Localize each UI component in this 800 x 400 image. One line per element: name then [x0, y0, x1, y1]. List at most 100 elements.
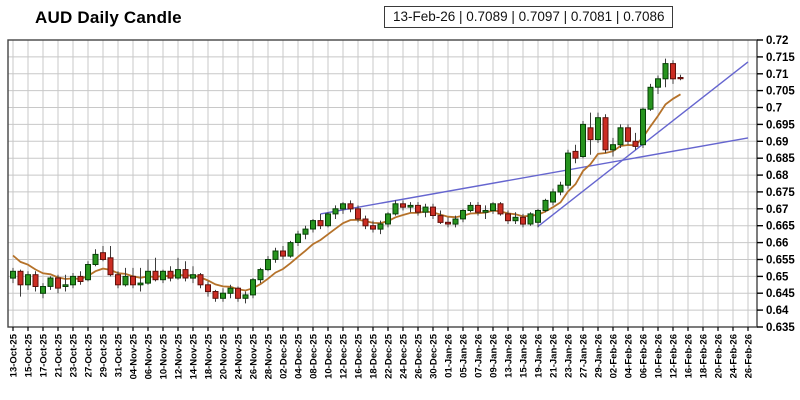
candle[interactable]: 12-Nov-25: [175, 269, 181, 279]
candle[interactable]: 05-Dec-25: [302, 228, 309, 235]
candle[interactable]: 31-Oct-25: [115, 274, 121, 286]
candle[interactable]: 02-Feb-26: [610, 144, 616, 151]
candle[interactable]: 21-Jan-26: [550, 191, 556, 203]
svg-text:30-Dec-25: 30-Dec-25: [429, 333, 440, 379]
candle[interactable]: 07-Nov-25: [152, 270, 159, 281]
svg-text:15-Jan-26: 15-Jan-26: [519, 334, 530, 378]
candle[interactable]: 13-Oct-25: [10, 270, 16, 279]
candle[interactable]: 03-Feb-26: [617, 127, 624, 146]
candle[interactable]: 10-Feb-26: [655, 78, 661, 88]
candle[interactable]: 20-Jan-26: [542, 199, 549, 211]
svg-text:0.675: 0.675: [766, 187, 795, 199]
candle[interactable]: 16-Oct-25: [32, 274, 39, 288]
candle[interactable]: 04-Dec-25: [295, 233, 301, 244]
candle[interactable]: 30-Oct-25: [107, 257, 114, 276]
candle[interactable]: 11-Dec-25: [332, 208, 339, 215]
candle[interactable]: 10-Nov-25: [160, 270, 166, 281]
candle[interactable]: 08-Jan-26: [482, 210, 489, 213]
candle[interactable]: 30-Jan-26: [602, 117, 609, 151]
candle[interactable]: 12-Jan-26: [497, 203, 504, 215]
candle[interactable]: 18-Dec-25: [370, 225, 376, 230]
candle[interactable]: 06-Jan-26: [467, 204, 474, 211]
candle[interactable]: 09-Jan-26: [490, 203, 496, 212]
candle[interactable]: 05-Feb-26: [632, 140, 639, 147]
candle[interactable]: 28-Oct-25: [92, 253, 99, 265]
candle[interactable]: 19-Jan-26: [535, 210, 541, 223]
candle[interactable]: 20-Oct-25: [47, 277, 54, 287]
candle[interactable]: 03-Nov-25: [122, 275, 129, 286]
svg-text:15-Oct-25: 15-Oct-25: [24, 333, 35, 377]
candle[interactable]: 01-Dec-25: [272, 250, 279, 260]
candle[interactable]: 09-Feb-26: [647, 86, 654, 110]
candle[interactable]: 28-Nov-25: [265, 259, 271, 271]
svg-text:26-Nov-25: 26-Nov-25: [249, 333, 260, 379]
candle[interactable]: 06-Feb-26: [640, 108, 646, 146]
candle[interactable]: 21-Nov-25: [227, 287, 234, 294]
candle[interactable]: 18-Nov-25: [205, 284, 211, 293]
candle[interactable]: 17-Oct-25: [40, 286, 46, 294]
svg-text:0.66: 0.66: [766, 238, 788, 250]
candle[interactable]: 22-Oct-25: [62, 284, 69, 287]
candle[interactable]: 07-Jan-26: [475, 204, 481, 213]
candle[interactable]: 25-Nov-25: [242, 294, 249, 299]
candle[interactable]: 28-Jan-26: [587, 127, 594, 141]
candle[interactable]: 16-Dec-25: [355, 208, 361, 220]
candle[interactable]: 23-Dec-25: [392, 203, 399, 215]
candle[interactable]: 02-Jan-26: [452, 218, 459, 225]
candle[interactable]: 11-Feb-26: [662, 63, 669, 80]
candle[interactable]: 24-Dec-25: [400, 203, 406, 208]
candle[interactable]: 11-Nov-25: [167, 270, 174, 279]
candle[interactable]: 27-Jan-26: [580, 123, 586, 157]
candle[interactable]: 15-Jan-26: [520, 216, 526, 225]
candle[interactable]: 26-Nov-25: [250, 279, 256, 296]
candle[interactable]: 14-Jan-26: [512, 216, 519, 222]
candle[interactable]: 04-Nov-25: [130, 275, 136, 286]
candle[interactable]: 26-Jan-26: [572, 150, 579, 159]
candle[interactable]: 21-Oct-25: [55, 277, 61, 289]
svg-text:29-Jan-26: 29-Jan-26: [594, 334, 605, 378]
candle[interactable]: 22-Jan-26: [557, 184, 564, 193]
candle[interactable]: 05-Jan-26: [460, 210, 466, 220]
candle[interactable]: 25-Dec-25: [407, 204, 414, 208]
candle[interactable]: 04-Feb-26: [625, 127, 631, 142]
candle[interactable]: 30-Dec-25: [430, 206, 436, 217]
candle[interactable]: 24-Oct-25: [77, 275, 84, 282]
candle[interactable]: 15-Oct-25: [25, 274, 31, 286]
candle[interactable]: 17-Nov-25: [197, 274, 204, 286]
candle[interactable]: 10-Dec-25: [325, 213, 331, 227]
candle[interactable]: 15-Dec-25: [347, 203, 354, 210]
candle[interactable]: 14-Nov-25: [190, 274, 196, 279]
candle[interactable]: 20-Nov-25: [220, 292, 226, 299]
candle[interactable]: 09-Dec-25: [317, 220, 324, 227]
candle[interactable]: 03-Dec-25: [287, 242, 294, 257]
candle[interactable]: 13-Nov-25: [182, 269, 189, 279]
candle[interactable]: 05-Nov-25: [137, 282, 144, 286]
candle[interactable]: 17-Dec-25: [362, 218, 369, 227]
candle[interactable]: 27-Oct-25: [85, 264, 91, 281]
candle[interactable]: 29-Jan-26: [595, 117, 601, 141]
candle[interactable]: 23-Jan-26: [565, 152, 571, 186]
candle[interactable]: 23-Oct-25: [70, 275, 76, 286]
candle[interactable]: 24-Nov-25: [235, 287, 241, 299]
candle[interactable]: 02-Dec-25: [280, 250, 286, 257]
candle[interactable]: 19-Dec-25: [377, 223, 384, 230]
candle[interactable]: 26-Dec-25: [415, 204, 421, 213]
candle[interactable]: 29-Oct-25: [100, 252, 106, 260]
candle[interactable]: 31-Dec-25: [437, 215, 444, 223]
candle[interactable]: 27-Nov-25: [257, 269, 264, 281]
candle[interactable]: 22-Dec-25: [385, 213, 391, 225]
svg-text:20-Nov-25: 20-Nov-25: [219, 333, 230, 379]
candle[interactable]: 13-Feb-26: [677, 77, 684, 80]
candle[interactable]: 12-Feb-26: [670, 63, 676, 80]
candle[interactable]: 12-Dec-25: [340, 203, 346, 210]
candle[interactable]: 08-Dec-25: [310, 220, 316, 230]
candle[interactable]: 29-Dec-25: [422, 206, 429, 213]
candle[interactable]: 06-Nov-25: [145, 270, 151, 284]
candle[interactable]: 19-Nov-25: [212, 291, 219, 299]
candle[interactable]: 01-Jan-26: [445, 221, 451, 225]
candle[interactable]: 14-Oct-25: [17, 270, 24, 286]
svg-text:07-Jan-26: 07-Jan-26: [474, 334, 485, 378]
candle[interactable]: 16-Jan-26: [527, 213, 534, 225]
candle[interactable]: 13-Jan-26: [505, 213, 511, 222]
